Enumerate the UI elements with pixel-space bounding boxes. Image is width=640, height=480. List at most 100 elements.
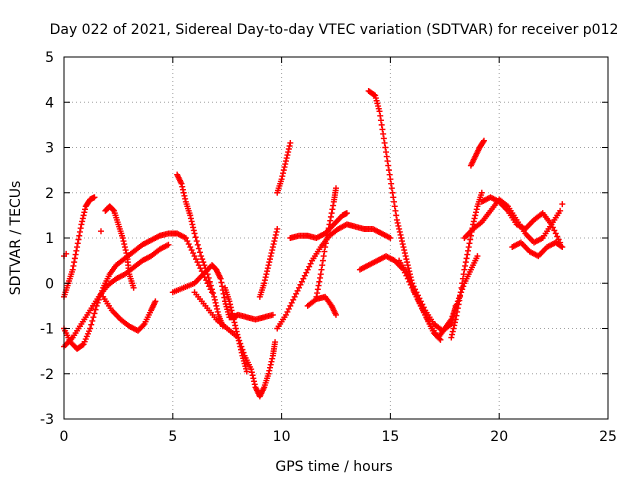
x-tick-label: 10 [273, 429, 291, 445]
data-point [467, 236, 474, 243]
data-point [179, 186, 186, 193]
data-point [395, 222, 402, 229]
data-point [282, 158, 289, 165]
data-point [454, 305, 461, 312]
series-arc-c [61, 241, 172, 350]
data-point [251, 381, 258, 388]
data-point [301, 272, 308, 279]
data-point [451, 319, 458, 326]
data-point [558, 243, 565, 250]
data-point [71, 255, 78, 262]
data-point [377, 112, 384, 119]
data-point [480, 138, 487, 145]
data-point [236, 340, 243, 347]
data-point [404, 259, 411, 266]
data-point [450, 325, 457, 332]
data-point [82, 206, 89, 213]
data-point [290, 296, 297, 303]
data-point [325, 228, 332, 235]
data-point [187, 212, 194, 219]
data-point [234, 331, 241, 338]
data-point [69, 266, 76, 273]
data-point [79, 215, 86, 222]
data-point [197, 249, 203, 256]
data-point [269, 247, 276, 254]
data-point [291, 293, 298, 300]
data-point [190, 227, 197, 234]
data-point [265, 370, 272, 377]
data-point [555, 236, 562, 243]
series-arc-h [191, 289, 279, 400]
data-point [72, 251, 79, 258]
data-point [248, 366, 255, 373]
data-point [268, 358, 275, 365]
data-point [466, 240, 473, 247]
data-point [407, 277, 414, 284]
data-point [461, 266, 468, 273]
data-point [235, 334, 242, 341]
data-point [412, 286, 419, 293]
data-point [462, 259, 469, 266]
data-point [77, 225, 84, 232]
data-point [269, 311, 276, 318]
data-point [238, 349, 245, 356]
data-point [249, 372, 256, 379]
data-point [303, 269, 310, 276]
data-point [327, 213, 334, 220]
data-point [554, 233, 561, 240]
data-point [182, 195, 189, 202]
data-point [387, 235, 394, 241]
data-point [280, 167, 287, 174]
y-tick-label: 2 [45, 186, 54, 202]
data-point [272, 339, 279, 346]
data-point [121, 244, 128, 251]
data-point [381, 139, 388, 146]
data-point [393, 216, 400, 223]
data-point [548, 221, 555, 228]
data-point [140, 322, 147, 329]
y-tick-label: -2 [40, 367, 54, 383]
data-point [388, 180, 395, 187]
data-point [90, 314, 97, 321]
data-point [266, 256, 273, 263]
data-point [393, 212, 400, 219]
data-point [288, 299, 295, 306]
data-point [449, 331, 456, 338]
series-arc-m [287, 210, 350, 241]
data-point [419, 301, 426, 308]
series-arc-v [509, 239, 566, 260]
data-point [195, 245, 202, 252]
data-point [264, 265, 271, 272]
data-point [328, 210, 335, 217]
series-arc-g [169, 262, 276, 323]
data-point [463, 255, 470, 262]
data-point [227, 301, 234, 308]
data-point [192, 234, 199, 241]
data-point [273, 228, 280, 235]
data-point [193, 256, 200, 263]
data-point [284, 152, 291, 159]
data-point [197, 265, 204, 272]
data-point [76, 228, 83, 235]
data-point [71, 259, 78, 266]
data-point [97, 228, 104, 235]
data-point [178, 180, 185, 187]
data-point [81, 209, 88, 216]
data-point [343, 210, 350, 217]
data-point [211, 296, 218, 303]
data-point [401, 247, 408, 254]
data-point [233, 328, 240, 335]
y-axis-label: SDTVAR / TECUs [8, 181, 24, 296]
data-point [453, 312, 460, 319]
data-point [272, 231, 279, 238]
data-point [119, 235, 126, 241]
data-point [282, 161, 289, 168]
data-point [185, 241, 192, 248]
data-point [376, 108, 383, 115]
data-point [74, 240, 81, 247]
data-point [232, 322, 239, 329]
data-point [267, 361, 274, 368]
data-point [460, 271, 467, 278]
data-point [297, 281, 304, 288]
